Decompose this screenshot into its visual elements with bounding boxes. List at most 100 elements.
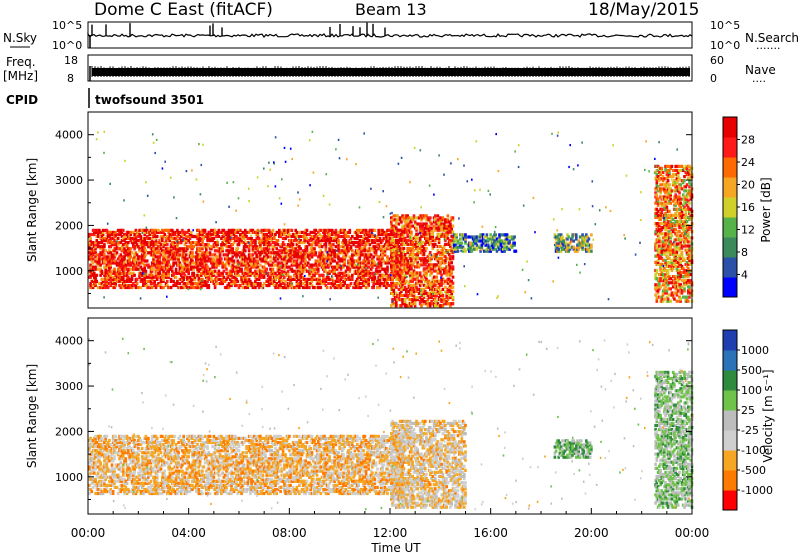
range-cell — [364, 285, 368, 290]
range-cell — [271, 247, 275, 251]
range-cell — [255, 263, 258, 267]
range-cell — [337, 255, 340, 259]
range-cell — [372, 255, 375, 259]
range-cell — [158, 257, 162, 261]
range-cell — [397, 222, 401, 226]
range-cell — [445, 279, 448, 283]
range-cell — [127, 236, 130, 241]
range-cell — [266, 261, 270, 265]
range-cell — [420, 218, 423, 222]
range-cell — [145, 259, 149, 263]
range-cell — [94, 241, 97, 245]
range-cell — [207, 257, 211, 261]
range-cell — [381, 275, 384, 279]
range-cell — [93, 230, 96, 234]
range-cell — [358, 255, 362, 259]
range-cell — [143, 265, 146, 269]
range-cell — [153, 263, 156, 267]
range-cell — [222, 275, 226, 279]
range-cell — [115, 271, 119, 275]
range-cell — [410, 238, 413, 242]
range-cell — [407, 281, 411, 285]
range-cell — [395, 249, 398, 253]
range-cell — [437, 226, 441, 230]
range-cell — [349, 239, 353, 243]
range-cell — [499, 247, 503, 251]
range-cell — [164, 271, 168, 275]
range-cell — [357, 267, 360, 271]
range-cell — [203, 228, 207, 232]
range-cell — [655, 271, 659, 275]
range-cell — [430, 291, 433, 295]
range-cell — [145, 234, 149, 239]
range-cell — [318, 275, 321, 279]
range-cell — [364, 255, 368, 259]
range-cell — [296, 253, 300, 257]
range-cell — [586, 239, 589, 243]
range-cell — [222, 232, 226, 237]
range-cell — [373, 261, 377, 265]
range-cell — [205, 283, 208, 288]
range-cell — [225, 261, 228, 265]
range-cell — [426, 226, 430, 230]
range-cell — [240, 255, 243, 259]
range-cell — [313, 267, 316, 271]
range-cell — [362, 269, 365, 273]
range-cell — [207, 285, 211, 290]
range-cell — [327, 265, 330, 269]
range-cell — [274, 263, 277, 267]
range-cell — [295, 230, 299, 234]
range-cell — [426, 281, 430, 285]
range-cell — [306, 269, 310, 273]
range-cell — [200, 257, 203, 261]
range-cell — [154, 273, 158, 277]
range-cell — [372, 259, 375, 263]
range-cell — [128, 259, 131, 263]
range-cell — [257, 285, 261, 290]
range-cell — [274, 259, 277, 263]
range-cell — [192, 245, 195, 249]
range-cell — [429, 251, 432, 255]
range-cell — [396, 214, 399, 218]
range-cell — [290, 267, 294, 271]
range-cell — [283, 230, 286, 234]
range-cell — [354, 230, 358, 234]
range-cell — [484, 249, 487, 253]
range-cell — [123, 239, 126, 243]
range-cell — [128, 234, 131, 239]
range-cell — [294, 263, 297, 267]
range-cell — [398, 261, 402, 265]
range-cell — [509, 243, 513, 247]
range-cell — [220, 236, 223, 241]
range-cell — [335, 236, 339, 241]
range-cell — [125, 283, 129, 288]
range-cell — [195, 263, 198, 267]
range-cell — [386, 267, 389, 271]
range-cell — [403, 302, 407, 306]
range-cell — [134, 228, 138, 232]
range-cell — [354, 283, 358, 288]
range-cell — [294, 236, 297, 241]
range-cell — [202, 271, 206, 275]
range-cell — [343, 275, 346, 279]
range-cell — [422, 273, 426, 277]
range-cell — [119, 255, 123, 259]
range-cell — [295, 255, 299, 259]
range-cell — [273, 241, 276, 245]
range-cell — [391, 259, 394, 263]
range-cell — [210, 269, 213, 273]
range-cell — [502, 247, 505, 251]
range-cell — [396, 275, 399, 279]
range-cell — [183, 261, 187, 265]
range-cell — [143, 230, 146, 234]
range-cell — [401, 226, 404, 230]
range-cell — [412, 214, 416, 218]
range-cell — [322, 273, 325, 277]
range-cell — [125, 273, 129, 277]
range-cell — [424, 249, 427, 253]
range-cell — [236, 230, 240, 234]
range-cell — [655, 299, 659, 303]
range-cell — [587, 247, 591, 251]
range-cell — [198, 232, 202, 237]
range-cell — [318, 253, 321, 257]
